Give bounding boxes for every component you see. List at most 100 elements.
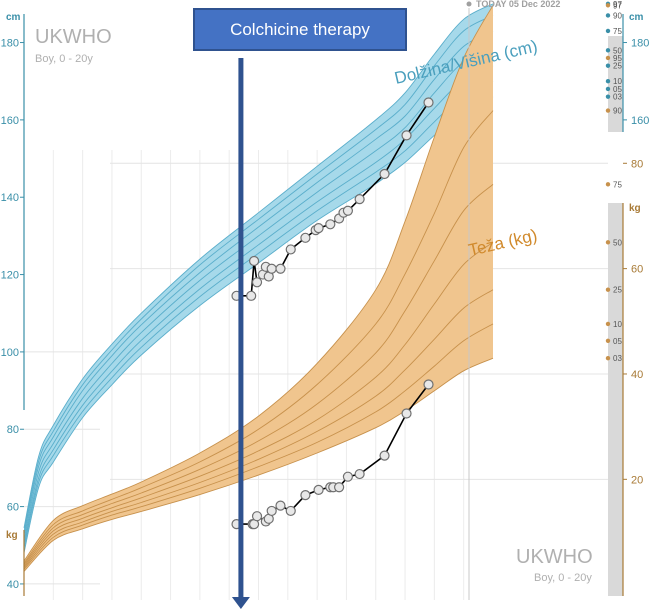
weight-pct-dot-25	[605, 287, 611, 292]
weight-patient-point-14	[342, 471, 354, 482]
weight-percentile-strip	[608, 203, 623, 596]
weight-patient-point-7	[275, 500, 286, 511]
weight-pct-label-90: 90	[613, 107, 622, 116]
therapy-annotation-box: Colchicine therapy	[193, 8, 407, 51]
height-patient-point-20	[423, 97, 434, 108]
brand-title-top: UKWHO	[35, 26, 112, 48]
weight-pct-label-05: 05	[613, 337, 622, 346]
weight-pct-dot-97	[605, 3, 611, 8]
height-pct-dot-25	[605, 63, 611, 68]
weight-right-tick-label-20: 20	[631, 474, 643, 486]
height-pct-dot-75	[605, 28, 611, 34]
weight-patient-point-3	[251, 511, 263, 522]
height-right-axis-unit: cm	[629, 12, 644, 23]
height-pct-label-05: 05	[613, 85, 622, 94]
weight-pct-label-25: 25	[613, 286, 622, 295]
height-percentile-03	[23, 96, 494, 554]
height-pct-dot-10	[605, 79, 611, 84]
weight-axis-left: kg	[6, 530, 25, 596]
height-patient-point-12	[313, 223, 324, 234]
height-pct-label-90: 90	[613, 11, 622, 20]
height-patient-point-10	[300, 232, 311, 243]
weight-left-axis-unit: kg	[6, 530, 18, 541]
height-percentile-strip	[608, 36, 623, 132]
height-pct-label-75: 75	[613, 27, 622, 36]
weight-pct-dot-75	[605, 182, 611, 187]
height-pct-label-10: 10	[613, 77, 622, 86]
height-right-tick-label-180: 180	[631, 38, 649, 50]
height-left-tick-label-120: 120	[1, 270, 19, 282]
height-pct-dot-05	[605, 86, 611, 92]
height-pct-label-50: 50	[613, 46, 622, 55]
height-pct-label-97: 97	[613, 0, 622, 9]
therapy-annotation-text: Colchicine therapy	[230, 19, 370, 39]
height-left-axis-unit: cm	[6, 12, 21, 23]
height-patient-point-17	[354, 194, 365, 205]
weight-percentile-10	[23, 323, 494, 570]
weight-pct-label-75: 75	[613, 180, 622, 189]
height-band-fill	[24, 3, 493, 553]
height-patient-series	[231, 97, 434, 301]
weight-pct-dot-50	[605, 240, 611, 245]
weight-patient-series	[231, 379, 434, 530]
height-pct-label-25: 25	[613, 62, 622, 71]
height-patient-point-2	[249, 255, 260, 267]
height-percentile-90	[23, 15, 494, 532]
height-patient-point-16	[342, 205, 354, 216]
height-percentile-25	[23, 65, 494, 545]
height-patient-point-8	[275, 263, 286, 274]
weight-percentile-25	[23, 289, 494, 569]
therapy-arrow	[231, 58, 250, 609]
weight-right-tick-label-40: 40	[631, 369, 643, 381]
weight-percentile-97	[23, 5, 494, 562]
height-percentile-97	[23, 3, 494, 528]
weight-patient-point-18	[423, 379, 434, 390]
height-pct-dot-03	[605, 94, 611, 99]
height-patient-point-18	[379, 168, 390, 180]
weight-pct-label-97: 97	[613, 1, 622, 10]
today-dot	[466, 1, 472, 7]
height-patient-point-7	[266, 263, 277, 274]
height-left-tick-label-60: 60	[7, 502, 19, 514]
weight-right-axis-unit: kg	[629, 203, 641, 214]
height-pct-label-03: 03	[613, 93, 622, 102]
weight-patient-point-13	[334, 482, 345, 493]
weight-band	[23, 5, 494, 572]
weight-percentile-03	[23, 357, 494, 572]
weight-pct-label-03: 03	[613, 354, 622, 363]
weight-percentile-75	[23, 184, 494, 565]
height-left-tick-label-140: 140	[1, 192, 19, 204]
weight-pct-label-95: 95	[613, 54, 622, 63]
height-patient-point-3	[251, 277, 263, 288]
height-patient-point-19	[401, 130, 412, 141]
height-axis-right: cm 160 180	[622, 12, 649, 132]
height-patient-point-13	[325, 219, 336, 230]
height-pct-dot-90	[605, 13, 611, 18]
height-pct-dot-50	[605, 48, 611, 53]
weight-pct-dot-95	[605, 55, 611, 61]
weight-percentile-90	[23, 110, 494, 564]
weight-patient-point-9	[300, 490, 311, 501]
weight-patient-point-16	[379, 450, 390, 461]
height-patient-point-9	[285, 244, 296, 255]
weight-pct-dot-05	[605, 338, 611, 343]
weight-pct-dot-90	[605, 108, 611, 113]
height-left-tick-label-80: 80	[7, 424, 19, 436]
today-label: TODAY 05 Dec 2022	[476, 0, 560, 9]
weight-patient-point-10	[313, 484, 324, 495]
weight-patient-point-17	[401, 408, 412, 419]
weight-patient-point-15	[354, 468, 365, 480]
weight-pct-dot-10	[605, 321, 611, 327]
weight-patient-point-6	[266, 505, 277, 517]
height-left-tick-label-40: 40	[7, 579, 19, 591]
height-left-tick-label-180: 180	[1, 38, 19, 50]
height-left-tick-label-100: 100	[1, 347, 19, 359]
weight-pct-dot-03	[605, 355, 611, 361]
brand-subtitle-bottom: Boy, 0 - 20y	[534, 572, 592, 584]
brand-title-bottom: UKWHO	[516, 546, 593, 568]
weight-pct-label-50: 50	[613, 238, 622, 247]
weight-right-tick-label-60: 60	[631, 264, 643, 276]
height-patient-point-1	[246, 290, 257, 301]
